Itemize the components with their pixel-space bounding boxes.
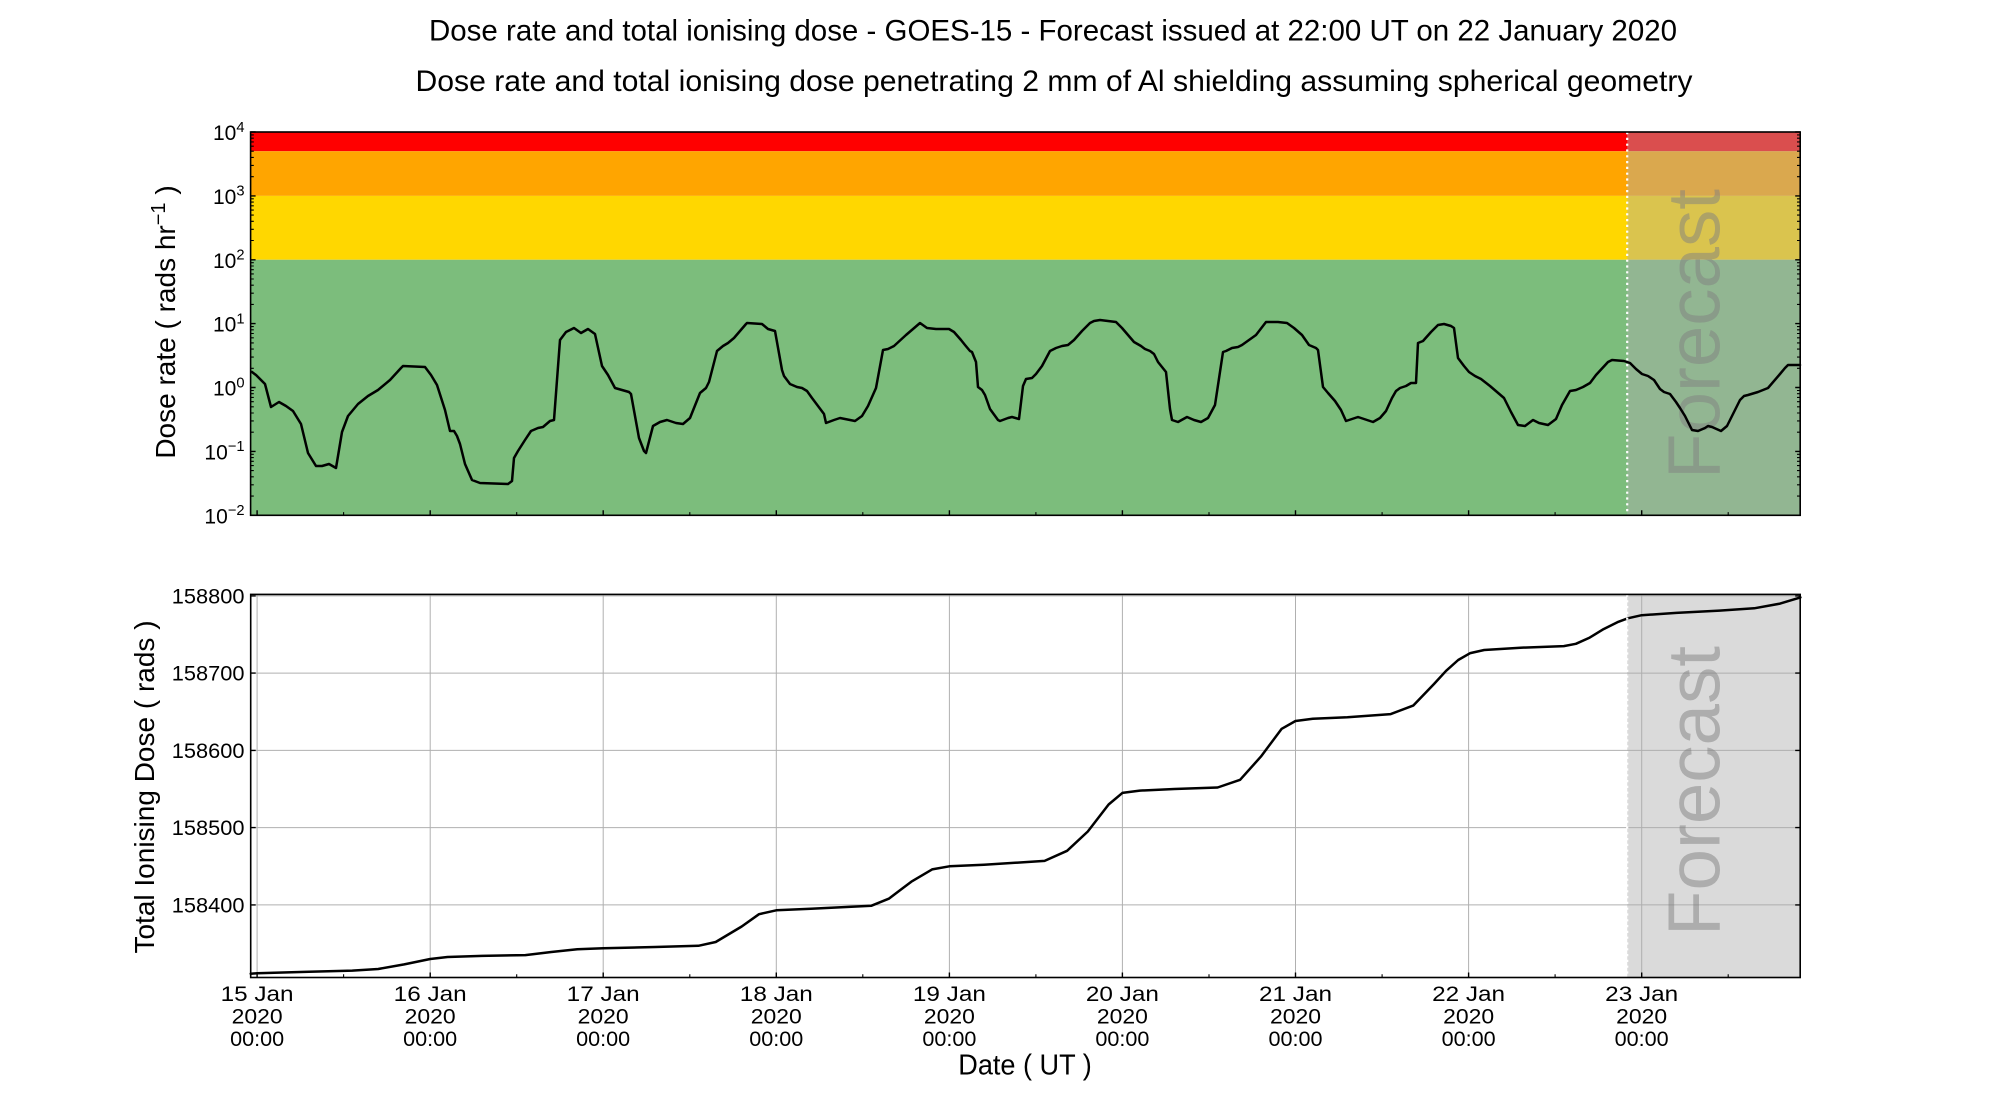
svg-text:Dose rate ( rads hr−1 ): Dose rate ( rads hr−1 ): [148, 185, 181, 458]
svg-text:17 Jan: 17 Jan: [567, 983, 640, 1006]
svg-text:2020: 2020: [405, 1005, 456, 1028]
svg-text:Total Ionising Dose ( rads ): Total Ionising Dose ( rads ): [129, 620, 160, 953]
svg-text:102: 102: [213, 248, 245, 273]
svg-text:Forecast: Forecast: [1653, 646, 1736, 936]
svg-text:2020: 2020: [1270, 1005, 1321, 1028]
svg-text:19 Jan: 19 Jan: [913, 983, 986, 1006]
svg-text:103: 103: [213, 184, 245, 209]
svg-text:00:00: 00:00: [1615, 1028, 1669, 1051]
svg-text:Forecast: Forecast: [1653, 189, 1736, 479]
svg-text:101: 101: [213, 311, 245, 336]
svg-text:18 Jan: 18 Jan: [740, 983, 813, 1006]
svg-text:00:00: 00:00: [749, 1028, 803, 1051]
svg-text:00:00: 00:00: [922, 1028, 976, 1051]
svg-text:00:00: 00:00: [576, 1028, 630, 1051]
svg-text:00:00: 00:00: [403, 1028, 457, 1051]
svg-text:2020: 2020: [578, 1005, 629, 1028]
svg-text:10−2: 10−2: [204, 503, 244, 528]
svg-text:15 Jan: 15 Jan: [221, 983, 294, 1006]
svg-text:158600: 158600: [172, 740, 245, 763]
svg-text:2020: 2020: [1443, 1005, 1494, 1028]
svg-text:104: 104: [213, 120, 245, 145]
svg-text:23 Jan: 23 Jan: [1605, 983, 1678, 1006]
svg-text:2020: 2020: [1097, 1005, 1148, 1028]
svg-text:158800: 158800: [172, 585, 245, 608]
svg-text:00:00: 00:00: [1095, 1028, 1149, 1051]
svg-text:10−1: 10−1: [204, 439, 244, 464]
svg-text:158700: 158700: [172, 663, 245, 686]
svg-text:Dose rate and total ionising d: Dose rate and total ionising dose penetr…: [416, 65, 1693, 98]
svg-text:Date ( UT ): Date ( UT ): [958, 1049, 1092, 1081]
svg-text:158400: 158400: [172, 894, 245, 917]
svg-text:00:00: 00:00: [1442, 1028, 1496, 1051]
svg-text:16 Jan: 16 Jan: [394, 983, 467, 1006]
svg-text:22 Jan: 22 Jan: [1432, 983, 1505, 1006]
svg-text:20 Jan: 20 Jan: [1086, 983, 1159, 1006]
svg-text:00:00: 00:00: [230, 1028, 284, 1051]
svg-text:2020: 2020: [924, 1005, 975, 1028]
svg-text:21 Jan: 21 Jan: [1259, 983, 1332, 1006]
svg-text:00:00: 00:00: [1269, 1028, 1323, 1051]
svg-text:158500: 158500: [172, 817, 245, 840]
svg-text:2020: 2020: [232, 1005, 283, 1028]
svg-text:100: 100: [213, 375, 245, 400]
svg-text:Dose rate and total ionising d: Dose rate and total ionising dose - GOES…: [429, 15, 1677, 48]
svg-text:2020: 2020: [1616, 1005, 1667, 1028]
svg-text:2020: 2020: [751, 1005, 802, 1028]
